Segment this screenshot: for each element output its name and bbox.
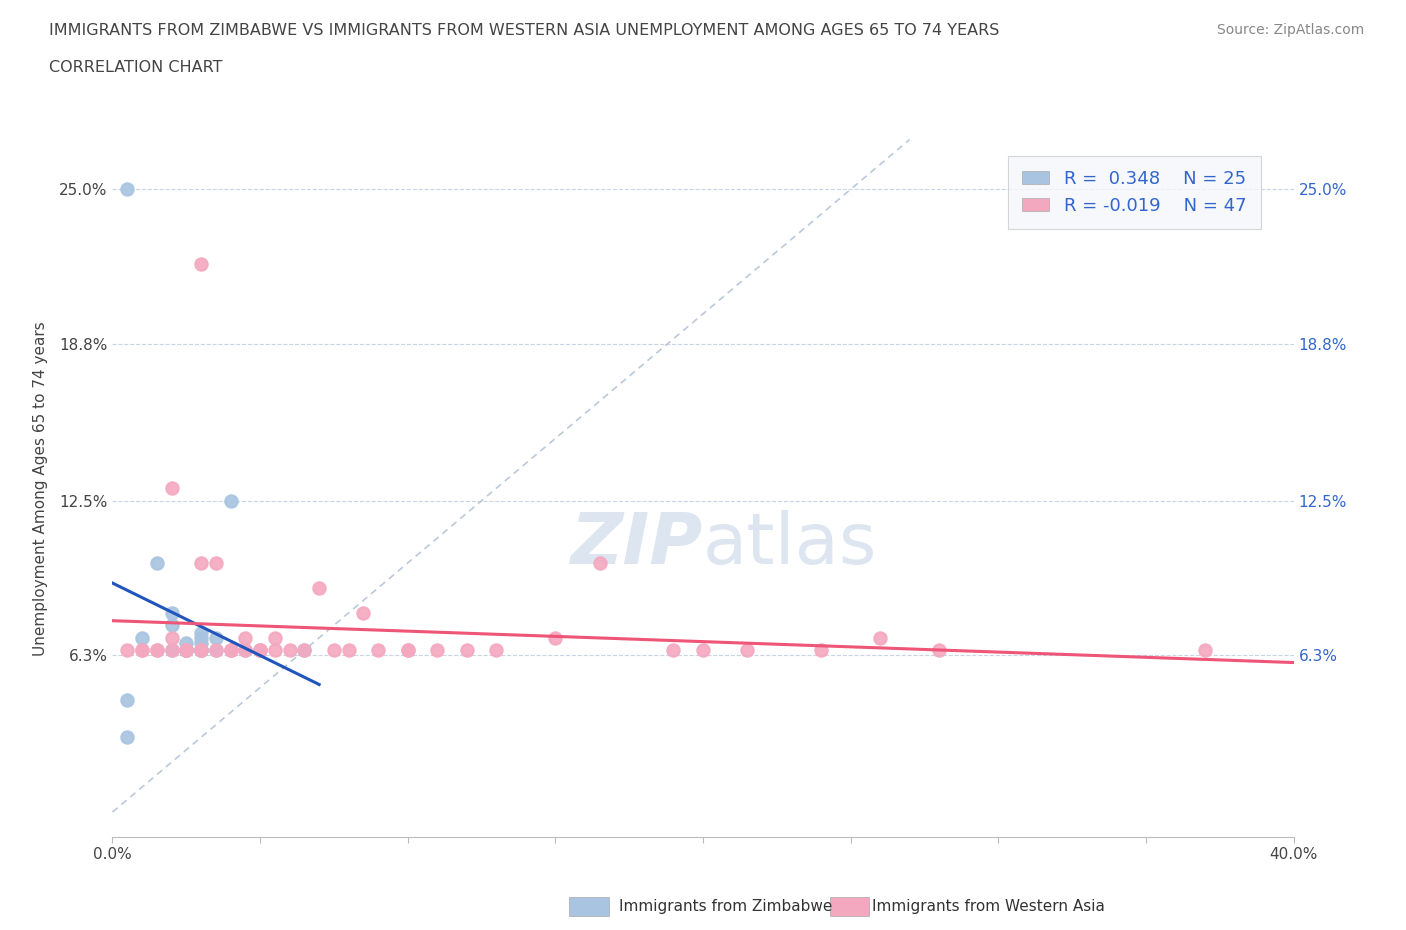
Point (117, 730, 138, 745)
Point (190, 643, 212, 658)
Point (174, 643, 197, 658)
Point (264, 643, 287, 658)
Point (337, 643, 360, 658)
Point (117, 693, 138, 708)
Y-axis label: Unemployment Among Ages 65 to 74 years: Unemployment Among Ages 65 to 74 years (34, 321, 48, 656)
Text: ZIP: ZIP (571, 510, 703, 578)
Point (205, 643, 228, 658)
Point (146, 643, 169, 658)
Text: CORRELATION CHART: CORRELATION CHART (49, 60, 222, 75)
Point (692, 643, 714, 658)
Point (219, 493, 242, 508)
Point (131, 643, 153, 658)
Point (588, 555, 610, 570)
Point (249, 643, 271, 658)
Point (219, 643, 242, 658)
Point (174, 643, 197, 658)
Point (146, 643, 169, 658)
Point (160, 481, 183, 496)
Text: IMMIGRANTS FROM ZIMBABWE VS IMMIGRANTS FROM WESTERN ASIA UNEMPLOYMENT AMONG AGES: IMMIGRANTS FROM ZIMBABWE VS IMMIGRANTS F… (49, 23, 1000, 38)
Point (190, 643, 212, 658)
Point (146, 555, 169, 570)
Point (737, 643, 759, 658)
Point (544, 631, 567, 645)
Point (352, 605, 374, 620)
Point (131, 643, 153, 658)
Text: Immigrants from Western Asia: Immigrants from Western Asia (872, 899, 1105, 914)
Point (292, 643, 315, 658)
Point (456, 643, 478, 658)
Point (190, 643, 212, 658)
Point (249, 643, 271, 658)
Point (308, 580, 330, 595)
Point (174, 643, 197, 658)
Point (810, 643, 832, 658)
Point (174, 643, 197, 658)
Point (367, 643, 389, 658)
Point (160, 605, 183, 620)
Point (190, 643, 212, 658)
Legend: R =  0.348    N = 25, R = -0.019    N = 47: R = 0.348 N = 25, R = -0.019 N = 47 (1008, 155, 1261, 230)
Text: Immigrants from Zimbabwe: Immigrants from Zimbabwe (619, 899, 832, 914)
Point (117, 182, 138, 197)
Point (292, 643, 315, 658)
Point (396, 643, 419, 658)
Point (190, 257, 212, 272)
Point (205, 631, 228, 645)
Point (426, 643, 449, 658)
Point (190, 625, 212, 640)
Point (233, 643, 256, 658)
Point (117, 643, 138, 658)
Point (219, 643, 242, 658)
Point (190, 631, 212, 645)
Point (131, 631, 153, 645)
Point (233, 643, 256, 658)
Point (160, 643, 183, 658)
Point (219, 643, 242, 658)
Point (205, 643, 228, 658)
Point (869, 631, 891, 645)
Point (662, 643, 685, 658)
Point (174, 635, 197, 650)
Point (190, 635, 212, 650)
Point (174, 643, 197, 658)
Point (190, 643, 212, 658)
Point (160, 631, 183, 645)
Point (1194, 643, 1216, 658)
Point (205, 555, 228, 570)
Point (160, 618, 183, 632)
Point (485, 643, 508, 658)
Text: Source: ZipAtlas.com: Source: ZipAtlas.com (1216, 23, 1364, 37)
Text: atlas: atlas (703, 510, 877, 578)
Point (396, 643, 419, 658)
Point (264, 631, 287, 645)
Point (249, 643, 271, 658)
Point (190, 555, 212, 570)
Point (323, 643, 346, 658)
Point (233, 631, 256, 645)
Point (928, 643, 950, 658)
Point (190, 643, 212, 658)
Point (278, 643, 301, 658)
Point (160, 643, 183, 658)
Point (174, 643, 197, 658)
